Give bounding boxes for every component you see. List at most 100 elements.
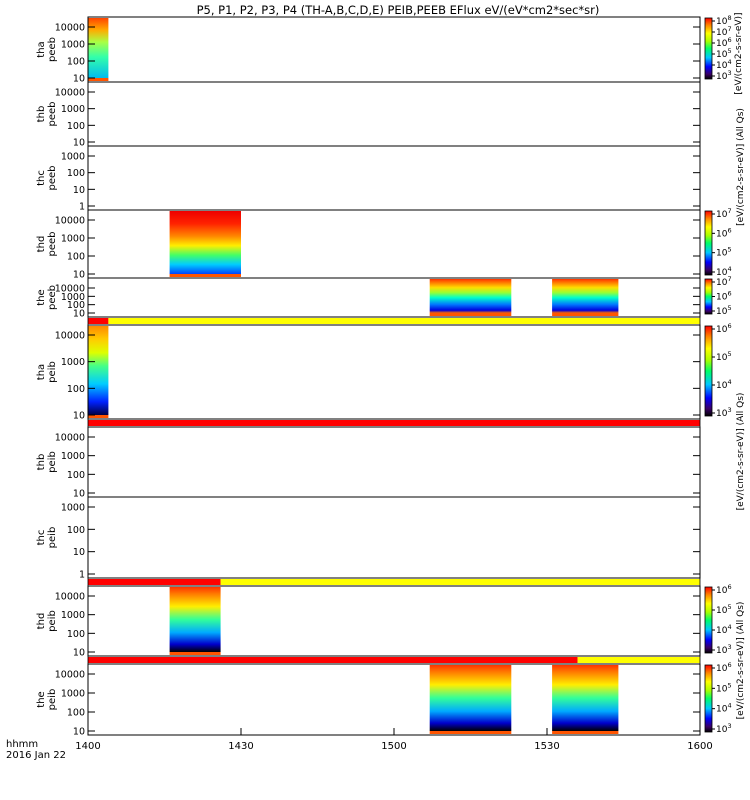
panel-label: peeb bbox=[47, 102, 58, 127]
mode-segment bbox=[88, 579, 221, 585]
y-tick-label: 100 bbox=[67, 121, 85, 132]
x-footer-label: 2016 Jan 22 bbox=[6, 750, 66, 761]
x-footer-label: hhmm bbox=[6, 739, 38, 750]
panel-label: peib bbox=[47, 361, 58, 383]
colorbar-tick-label: 108 bbox=[716, 14, 732, 27]
colorbar-tick-label: 107 bbox=[716, 25, 732, 38]
panel-label: peeb bbox=[47, 285, 58, 310]
side-label: [eV/(cm2-s-sr-eV)] (All Qs) bbox=[736, 108, 746, 226]
panel-label: peib bbox=[47, 689, 58, 711]
y-tick-label: 1000 bbox=[61, 152, 85, 163]
low-energy-band bbox=[429, 313, 512, 316]
side-label: [eV/(cm2-s-sr-eV)] (All Qs) bbox=[736, 602, 746, 720]
panel-frame bbox=[87, 426, 701, 498]
spectrogram-block bbox=[88, 18, 109, 78]
y-tick-label: 10 bbox=[73, 309, 85, 320]
mode-segment bbox=[220, 579, 700, 585]
y-tick-label: 10000 bbox=[55, 331, 85, 342]
colorbar-tick-label: 103 bbox=[716, 643, 732, 656]
panel-frame bbox=[87, 496, 701, 579]
colorbar-the-peib: 106 105 104 103 bbox=[704, 661, 732, 735]
colorbar-tick-label: 104 bbox=[716, 58, 732, 71]
panel-label: peeb bbox=[47, 37, 58, 62]
colorbar-scale bbox=[704, 325, 713, 417]
y-tick-label: 100 bbox=[67, 629, 85, 640]
panel-thb-peib: 10000 1000 100 10 thb peib bbox=[36, 426, 701, 500]
y-tick-label: 100 bbox=[67, 57, 85, 68]
y-tick-label: 10 bbox=[73, 270, 85, 281]
low-energy-band bbox=[88, 78, 109, 81]
spectrogram-block bbox=[552, 665, 619, 731]
y-tick-label: 1000 bbox=[61, 104, 85, 115]
mode-segment bbox=[88, 420, 700, 426]
mode-segment bbox=[108, 318, 700, 324]
y-tick-label: 1000 bbox=[61, 357, 85, 368]
colorbar-label: [eV/(cm2-s-sr-eV)] bbox=[734, 12, 744, 94]
panel-label: thb bbox=[36, 106, 47, 123]
colorbar-thd-peib: 106 105 104 103 bbox=[704, 583, 732, 656]
low-energy-band bbox=[552, 313, 619, 316]
y-tick-label: 10 bbox=[73, 489, 85, 500]
colorbar-tick-label: 103 bbox=[716, 69, 732, 82]
y-tick-label: 10 bbox=[73, 138, 85, 149]
colorbar-tick-label: 105 bbox=[716, 246, 732, 259]
y-tick-label: 100 bbox=[67, 168, 85, 179]
y-tick-label: 1000 bbox=[61, 40, 85, 51]
panel-label: thb bbox=[36, 454, 47, 471]
panel-frame bbox=[87, 145, 701, 211]
panel-label: peib bbox=[47, 451, 58, 473]
x-tick-label: 1400 bbox=[75, 741, 100, 752]
mode-bar-0 bbox=[87, 316, 701, 326]
spectrogram-block bbox=[552, 279, 619, 313]
mode-bar-frame bbox=[87, 577, 701, 587]
y-tick-label: 1000 bbox=[61, 610, 85, 621]
y-tick-label: 10000 bbox=[55, 670, 85, 681]
spectrogram-block bbox=[429, 279, 512, 313]
panel-label: thd bbox=[36, 236, 47, 253]
panel-thc-peeb: 1000 100 10 1 thc peeb bbox=[36, 145, 701, 213]
colorbar-tick-label: 106 bbox=[716, 290, 732, 303]
low-energy-band bbox=[88, 415, 109, 418]
panel-label: thc bbox=[36, 170, 47, 186]
colorbar-tick-label: 106 bbox=[716, 661, 732, 674]
panel-label: the bbox=[36, 289, 47, 305]
mode-bar-frame bbox=[87, 316, 701, 326]
panel-thb-peeb: 10000 1000 100 10 thb peeb bbox=[36, 81, 701, 149]
panel-label: the bbox=[36, 691, 47, 707]
y-tick-label: 10000 bbox=[55, 284, 85, 295]
y-tick-label: 10000 bbox=[55, 23, 85, 34]
colorbar-thd-peeb: 107 106 105 104 bbox=[704, 207, 732, 278]
panel-label: peeb bbox=[47, 232, 58, 257]
x-tick-label: 1530 bbox=[534, 741, 559, 752]
x-tick-label: 1500 bbox=[381, 741, 406, 752]
panel-label: peib bbox=[47, 527, 58, 549]
colorbar-scale bbox=[704, 278, 713, 315]
panel-frame bbox=[87, 81, 701, 147]
mode-segment bbox=[88, 657, 578, 663]
spectrogram-block bbox=[88, 326, 109, 415]
colorbar-tick-label: 105 bbox=[716, 47, 732, 60]
colorbar-tick-label: 107 bbox=[716, 207, 732, 220]
panel-label: thd bbox=[36, 613, 47, 630]
panel-label: thc bbox=[36, 530, 47, 546]
colorbar-tick-label: 103 bbox=[716, 722, 732, 735]
colorbar-tick-label: 106 bbox=[716, 322, 732, 335]
y-tick-label: 1 bbox=[79, 202, 85, 213]
mode-segment bbox=[88, 318, 109, 324]
panel-frame bbox=[87, 16, 701, 83]
panel-label: peib bbox=[47, 610, 58, 632]
mode-segment bbox=[577, 657, 700, 663]
low-energy-band bbox=[552, 731, 619, 734]
colorbar-tick-label: 105 bbox=[716, 304, 732, 317]
panel-thd-peib: 10000 1000 100 10 thd peib 106 105 104 103 bbox=[36, 583, 732, 659]
y-tick-label: 10 bbox=[73, 74, 85, 85]
y-tick-label: 100 bbox=[67, 384, 85, 395]
mode-bar-1 bbox=[87, 418, 701, 428]
colorbar-scale bbox=[704, 210, 713, 276]
colorbar-tha-peib: 106 105 104 103 bbox=[704, 322, 732, 419]
